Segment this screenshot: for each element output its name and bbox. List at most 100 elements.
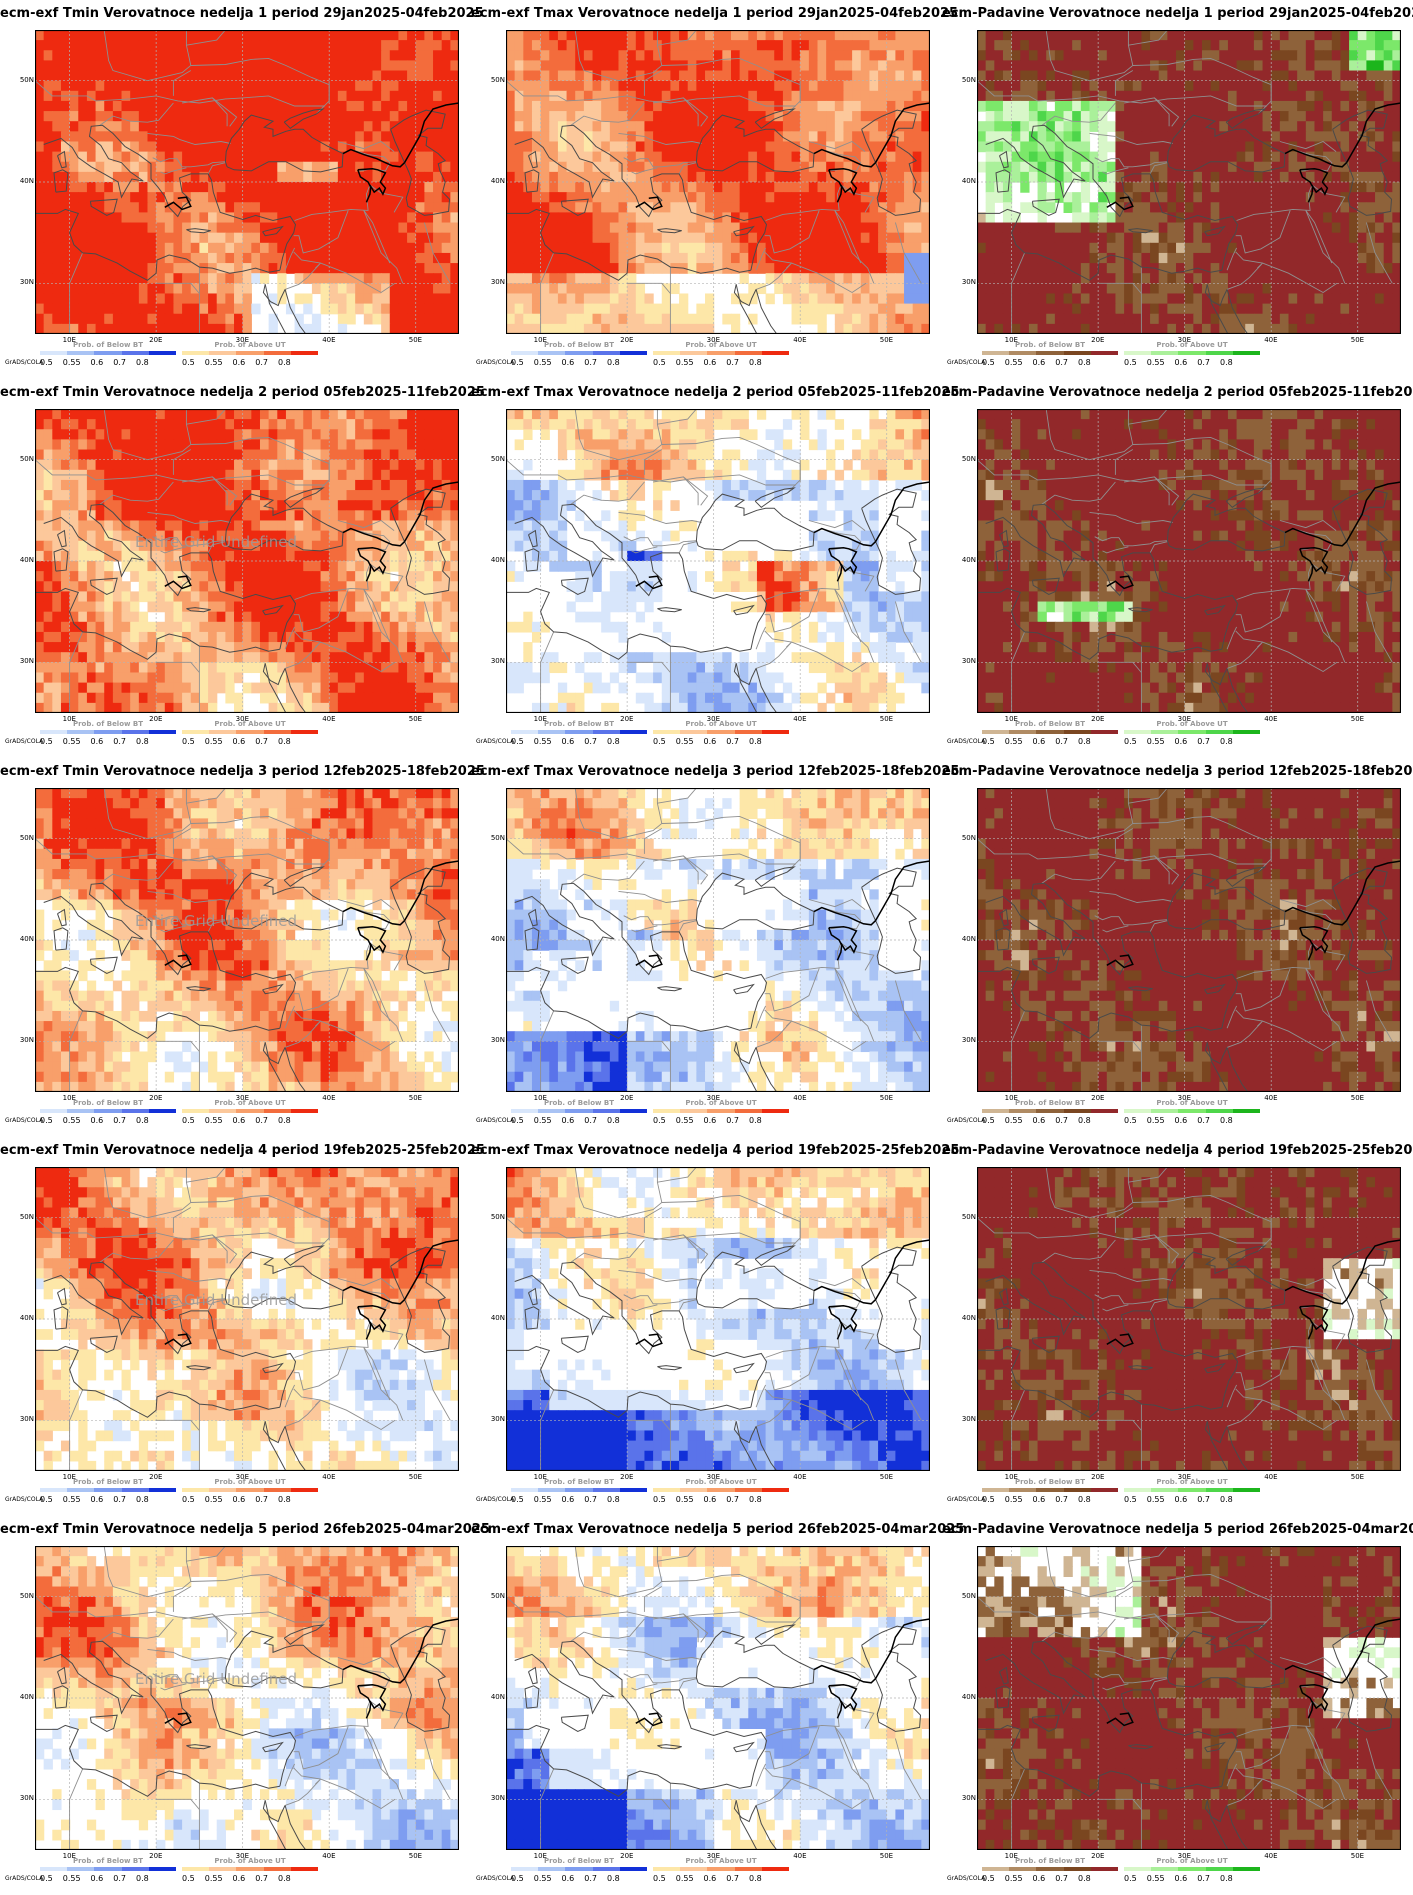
lat-tick-label: 30N [948,1415,976,1423]
legend-tick: 0.7 [584,1116,597,1125]
panel-title: ecm-exf Tmin Verovatnoce nedelja 3 perio… [0,764,485,779]
legend-below-color-bar [511,1109,648,1113]
legend-swatch [1151,1488,1179,1492]
legend-swatch [1124,1867,1152,1871]
grads-credit: GrADS/COLA [5,1117,43,1124]
probability-grid-cells [977,788,1401,1092]
lon-tick-label: 50E [1351,1094,1364,1102]
legend-below-color-bar [40,1488,177,1492]
lon-tick-label: 40E [1264,1473,1277,1481]
legend-tick: 0.55 [63,1116,81,1125]
legend-tick: 0.7 [255,1495,268,1504]
legend-tick: 0.7 [113,1874,126,1883]
forecast-panel-pad-week-5: ecm-Padavine Verovatnoce nedelja 5 perio… [942,1516,1413,1895]
legend-tick: 0.8 [1220,1495,1233,1504]
legend-above-color-bar [653,730,790,734]
legend-above-title: Prob. of Above UT [653,1099,789,1107]
legend-tick: 0.55 [1147,1116,1165,1125]
legend-below: Prob. of Below BT 0.5 0.55 0.6 0.7 0.8 [40,720,177,753]
legend-swatch [761,1867,790,1871]
legend-tick: 0.8 [607,1874,620,1883]
legend-swatch [209,351,237,355]
legend-below-color-bar [982,1867,1119,1871]
legend-below-title: Prob. of Below BT [982,1857,1118,1865]
lon-tick-label: 10E [1005,1094,1018,1102]
forecast-panel-tmin-week-3: ecm-exf Tmin Verovatnoce nedelja 3 perio… [0,758,485,1137]
legend-below-title: Prob. of Below BT [511,1478,647,1486]
legend-tick: 0.6 [562,737,575,746]
legend-tick: 0.8 [749,1495,762,1504]
lat-tick-label: 30N [477,1794,505,1802]
lat-tick-label: 40N [948,1314,976,1322]
legend-tick: 0.6 [704,1116,717,1125]
legend-tick: 0.6 [1175,737,1188,746]
lon-tick-label: 50E [880,1473,893,1481]
legend-swatch [565,351,593,355]
lon-tick-label: 20E [1091,336,1104,344]
lon-tick-label: 20E [149,715,162,723]
legend-swatch [734,730,762,734]
lon-tick-label: 50E [880,1852,893,1860]
legend-below-color-bar [982,730,1119,734]
lon-tick-label: 50E [880,336,893,344]
legend-below: Prob. of Below BT 0.5 0.55 0.6 0.7 0.8 [511,1099,648,1132]
coastlines [35,1245,451,1471]
legend-tick: 0.8 [607,358,620,367]
lat-tick-label: 40N [948,556,976,564]
legend-swatch [1151,351,1179,355]
legend-swatch [1063,730,1091,734]
legend-below-ticks: 0.5 0.55 0.6 0.7 0.8 [511,1495,661,1504]
legend-swatch [680,351,708,355]
legend-tick: 0.8 [1220,1116,1233,1125]
legend-tick: 0.8 [278,1874,291,1883]
country-borders [35,788,451,1092]
forecast-panel-pad-week-4: ecm-Padavine Verovatnoce nedelja 4 perio… [942,1137,1413,1516]
legend-tick: 0.8 [1220,358,1233,367]
legend-tick: 0.55 [534,1874,552,1883]
legend-below-title: Prob. of Below BT [982,1099,1118,1107]
legend-tick: 0.8 [1078,1874,1091,1883]
lon-tick-label: 10E [1005,715,1018,723]
legend-tick: 0.6 [1033,737,1046,746]
grads-credit: GrADS/COLA [476,1496,514,1503]
map-canvas [977,409,1401,713]
grads-credit: GrADS/COLA [947,738,985,745]
lon-tick-label: 40E [322,1473,335,1481]
map-canvas: Entire Grid Undefined [35,1546,459,1850]
legend-tick: 0.7 [1197,1116,1210,1125]
legend-tick: 0.5 [982,358,995,367]
legend-swatch [1009,1867,1037,1871]
lon-tick-label: 30E [707,1473,720,1481]
legend-tick: 0.5 [653,358,666,367]
overlay-undefined-text: Entire Grid Undefined [135,1291,297,1309]
probability-map [35,30,459,334]
lon-tick-label: 10E [534,715,547,723]
lat-tick-label: 50N [6,76,34,84]
highlight-borders [635,102,930,211]
legend-above-ticks: 0.5 0.55 0.6 0.7 0.8 [182,358,332,367]
legend-swatch [761,1109,790,1113]
panel-title: ecm-exf Tmax Verovatnoce nedelja 4 perio… [471,1143,959,1158]
legend-tick: 0.6 [1033,1116,1046,1125]
legend-above-ticks: 0.5 0.55 0.6 0.7 0.8 [653,737,803,746]
legend-above: Prob. of Above UT 0.5 0.55 0.6 0.7 0.8 [182,1099,319,1132]
legend-swatch [1063,351,1091,355]
legend-swatch [680,1488,708,1492]
legend-below-color-bar [511,1867,648,1871]
legend-above-title: Prob. of Above UT [653,720,789,728]
legend-swatch [761,730,790,734]
legend-tick: 0.7 [726,737,739,746]
lat-tick-label: 50N [948,455,976,463]
legend-swatch [734,1488,762,1492]
lon-tick-label: 20E [149,1852,162,1860]
legend-tick: 0.7 [1055,358,1068,367]
lon-tick-label: 40E [793,1473,806,1481]
lat-tick-label: 30N [948,657,976,665]
legend-above-ticks: 0.5 0.55 0.6 0.7 0.8 [1124,737,1274,746]
probability-map [506,30,930,334]
legend-swatch [40,1488,68,1492]
legend-tick: 0.55 [1147,358,1165,367]
lat-tick-label: 30N [477,278,505,286]
lon-tick-label: 30E [707,1852,720,1860]
legend-swatch [121,730,149,734]
